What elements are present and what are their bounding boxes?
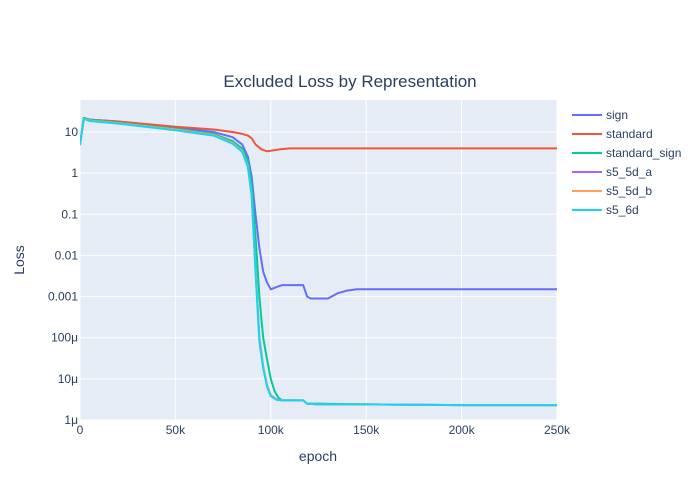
- x-tick-label: 200k: [449, 423, 476, 437]
- grid-layer: [79, 100, 558, 421]
- x-tick-label: 250k: [544, 423, 571, 437]
- x-tick-label: 0: [77, 423, 84, 437]
- y-tick-label: 0.1: [61, 207, 78, 221]
- legend-label: standard: [606, 127, 653, 141]
- legend-label: s5_5d_b: [606, 184, 652, 198]
- x-tick-label: 100k: [258, 423, 285, 437]
- series-group: [80, 116, 557, 407]
- legend-label: sign: [606, 108, 628, 122]
- y-tick-label: 1μ: [64, 413, 78, 427]
- x-axis-title: epoch: [299, 448, 337, 464]
- legend-item[interactable]: sign: [572, 108, 628, 122]
- legend-label: standard_sign: [606, 146, 681, 160]
- y-tick-label: 0.01: [55, 248, 79, 262]
- series-line-sign: [80, 116, 557, 300]
- x-axis-ticks: 0 50k 100k 150k 200k 250k: [77, 423, 571, 437]
- series-line-s5-6d: [80, 117, 557, 407]
- legend-item[interactable]: s5_6d: [572, 203, 639, 217]
- y-axis-ticks: 1μ 10μ 100μ 0.001 0.01 0.1 1 10: [48, 125, 78, 427]
- series-layer: [80, 116, 557, 407]
- y-tick-label: 10: [65, 125, 79, 139]
- legend-label: s5_5d_a: [606, 165, 652, 179]
- legend: sign standard standard_sign s5_5d_a s5_5d_bs…: [572, 108, 681, 217]
- y-tick-label: 0.001: [48, 290, 78, 304]
- y-tick-label: 10μ: [58, 372, 78, 386]
- legend-label: s5_6d: [606, 203, 639, 217]
- x-tick-label: 150k: [353, 423, 380, 437]
- legend-item[interactable]: standard_sign: [572, 146, 681, 160]
- legend-item[interactable]: standard: [572, 127, 653, 141]
- legend-item[interactable]: s5_5d_b: [572, 184, 652, 198]
- chart-title: Excluded Loss by Representation: [223, 72, 476, 91]
- y-axis-title: Loss: [11, 245, 27, 275]
- x-tick-label: 50k: [166, 423, 186, 437]
- y-tick-label: 100μ: [51, 331, 78, 345]
- legend-item[interactable]: s5_5d_a: [572, 165, 652, 179]
- plot-area: [80, 100, 557, 420]
- y-tick-label: 1: [71, 166, 78, 180]
